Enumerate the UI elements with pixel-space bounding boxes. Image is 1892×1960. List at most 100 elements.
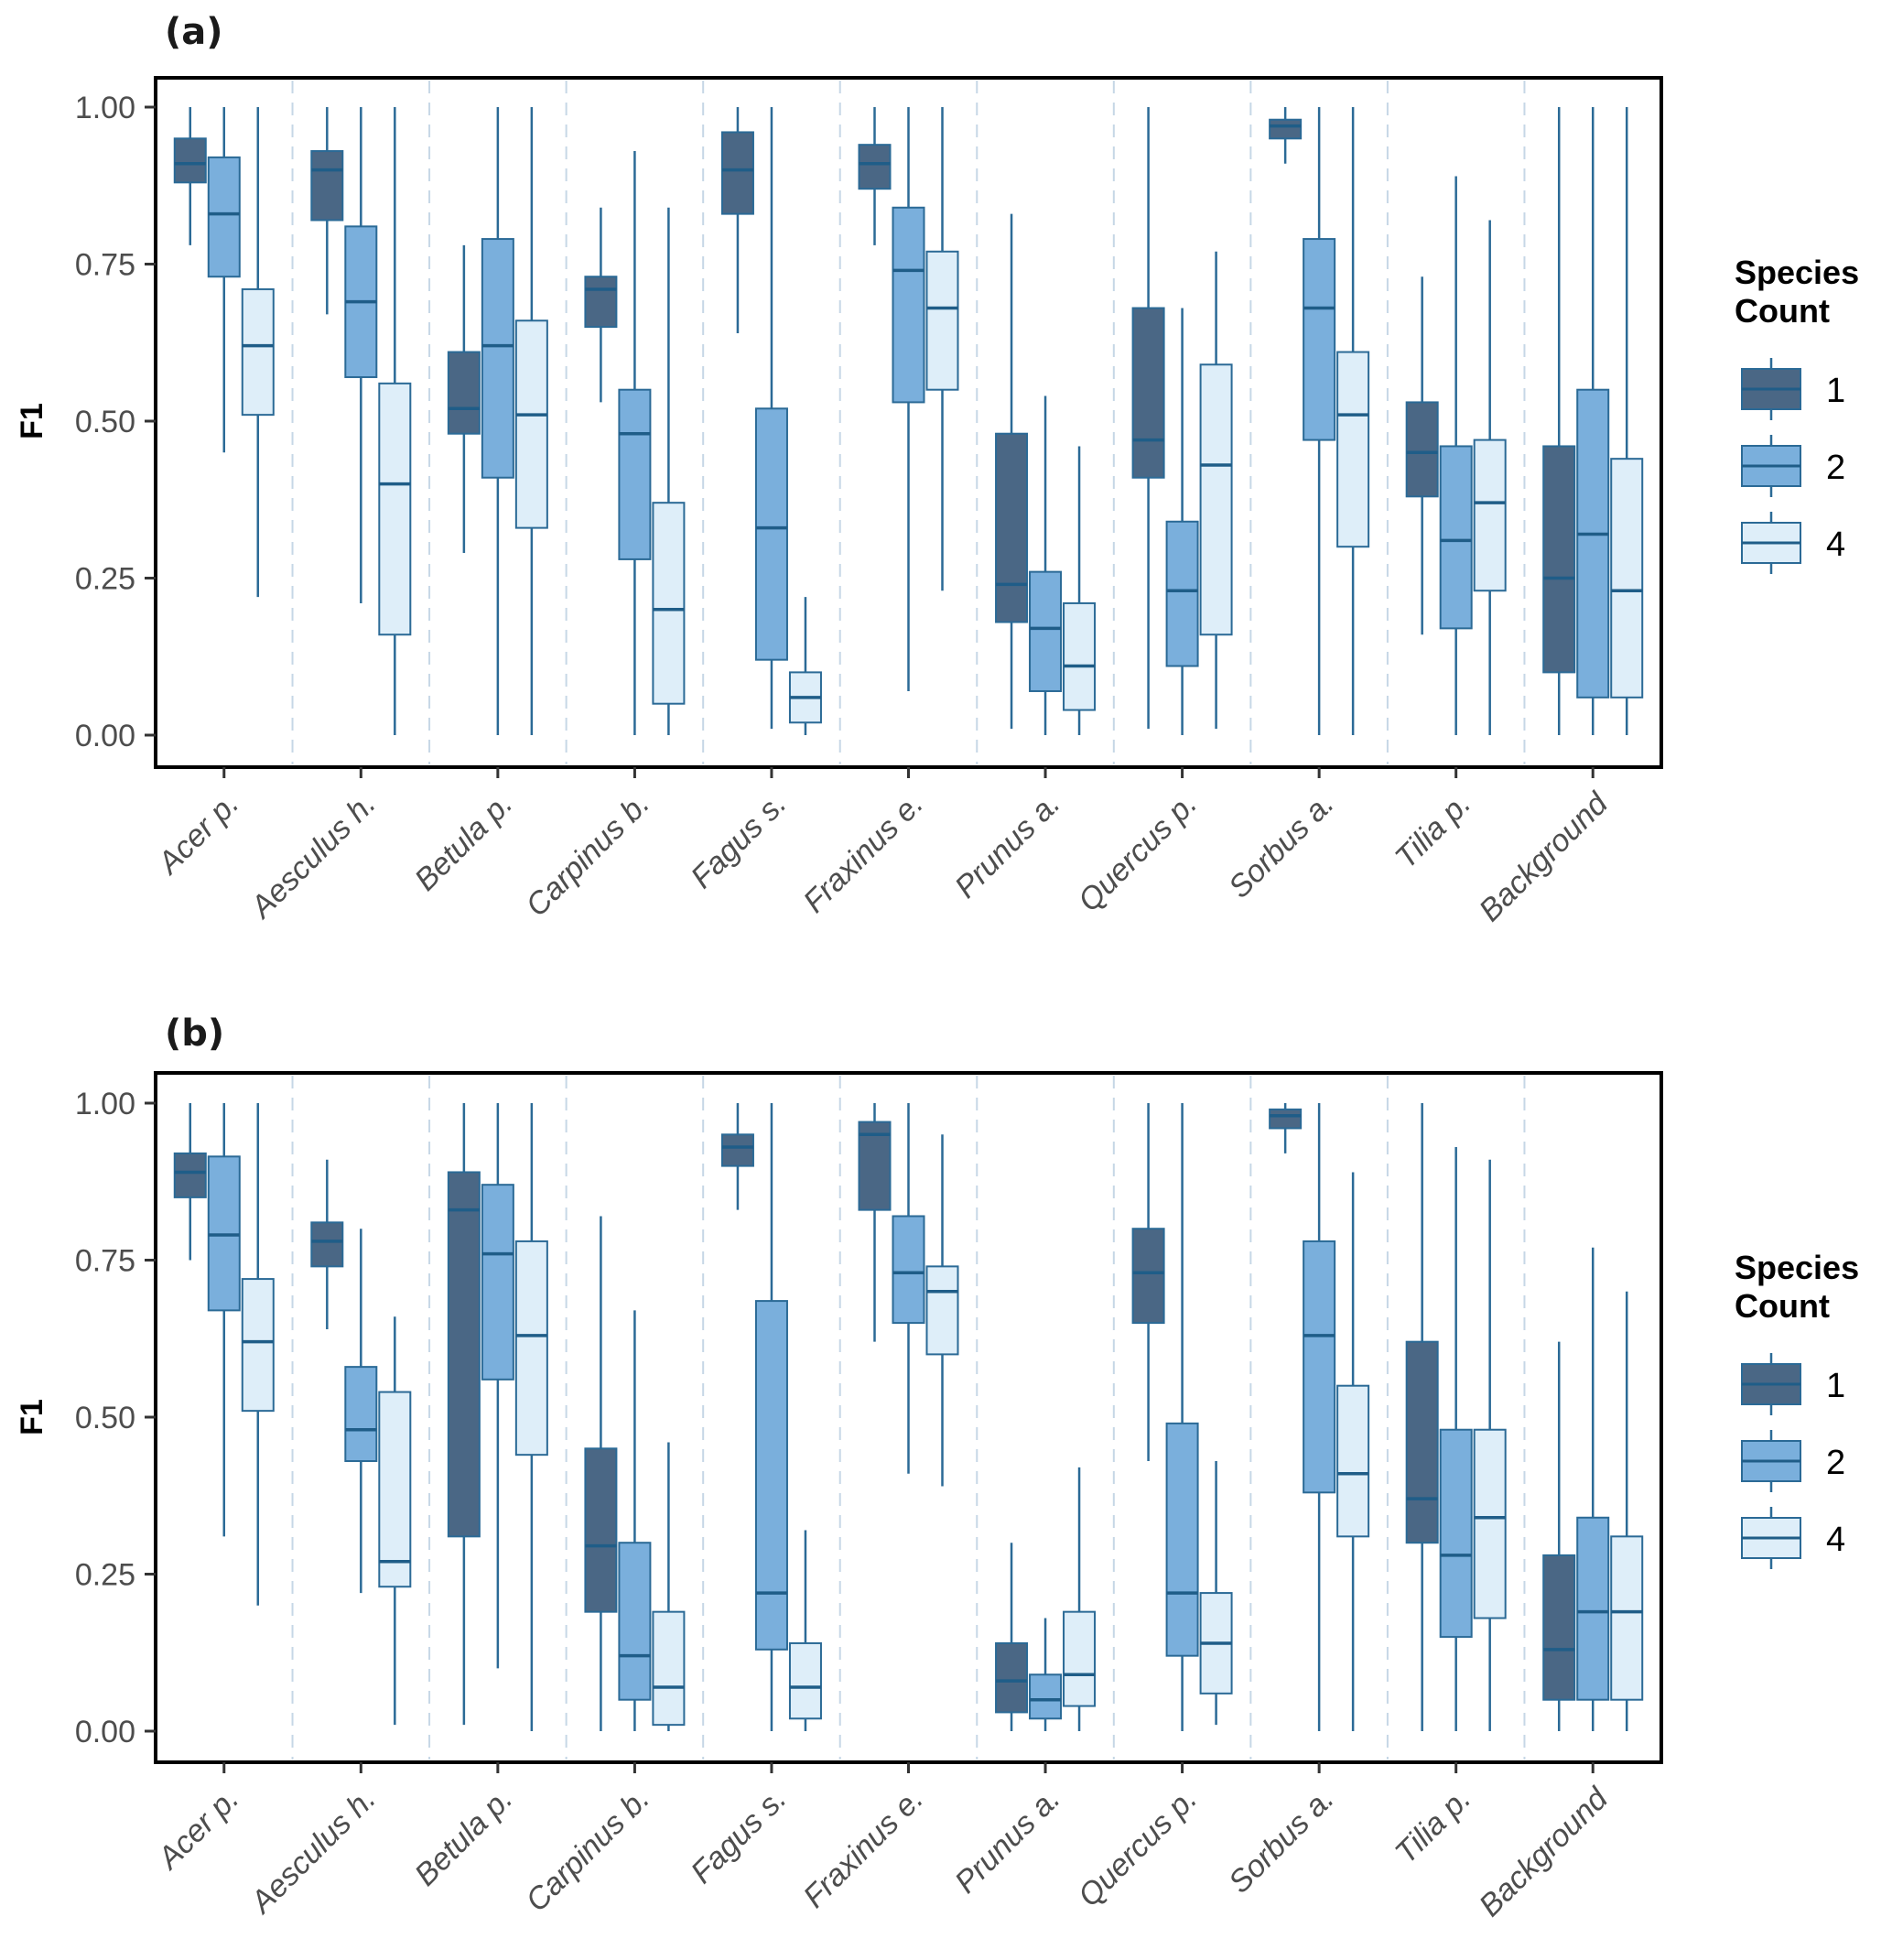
box-4-background	[1610, 1291, 1644, 1731]
y-axis-label: F1	[15, 403, 49, 439]
iqr-box	[207, 156, 241, 278]
iqr-box	[618, 388, 652, 560]
y-tick-label: 1.00	[75, 1087, 135, 1121]
x-tick-label: Aesculus h.	[243, 1781, 383, 1922]
iqr-box	[1303, 238, 1336, 441]
box-1-faguss	[720, 1103, 754, 1210]
box-2-sorbusa	[1303, 107, 1336, 735]
box-1-carpinusb	[584, 1216, 618, 1731]
box-2-betulap	[481, 107, 514, 735]
iqr-box	[858, 1121, 892, 1211]
box-2-fraxinuse	[892, 107, 925, 691]
legend-key-1: 1	[1741, 1353, 1845, 1415]
legend-label: 2	[1826, 1444, 1845, 1482]
x-tick-label: Tilia p.	[1389, 786, 1477, 875]
iqr-box	[173, 137, 207, 184]
iqr-box	[925, 1265, 959, 1356]
legend-label: 4	[1826, 525, 1845, 564]
x-tick-label: Fraxinus e.	[796, 1781, 930, 1915]
panel-label: (a)	[165, 11, 223, 53]
iqr-box	[618, 1542, 652, 1701]
box-1-aesculush	[310, 107, 344, 315]
iqr-box	[1269, 118, 1303, 140]
iqr-box	[1336, 1384, 1370, 1538]
iqr-box	[892, 206, 925, 404]
x-tick-label: Sorbus a.	[1222, 786, 1341, 905]
box-1-fraxinuse	[858, 107, 892, 245]
iqr-box	[1029, 1673, 1063, 1720]
box-2-betulap	[481, 1103, 514, 1669]
box-2-carpinusb	[618, 1310, 652, 1731]
legend-key-2: 2	[1741, 435, 1845, 497]
x-tick-label: Quercus p.	[1072, 786, 1204, 918]
box-1-quercusp	[1131, 107, 1165, 730]
y-tick-label: 0.00	[75, 719, 135, 753]
iqr-box	[1439, 1428, 1473, 1639]
iqr-box	[652, 1610, 686, 1727]
iqr-box	[447, 351, 481, 435]
y-tick-label: 0.75	[75, 1244, 135, 1279]
box-2-tiliap	[1439, 176, 1473, 735]
iqr-box	[995, 432, 1029, 623]
box-1-betulap	[447, 1103, 481, 1726]
box-4-carpinusb	[652, 1442, 686, 1731]
box-4-betulap	[514, 107, 548, 735]
box-1-background	[1542, 1341, 1576, 1731]
iqr-box	[481, 1184, 514, 1381]
x-tick-label: Prunus a.	[948, 1781, 1067, 1900]
box-1-sorbusa	[1269, 1103, 1303, 1153]
legend-label: 2	[1826, 449, 1845, 487]
iqr-box	[1576, 1516, 1610, 1701]
iqr-box	[925, 250, 959, 391]
x-tick-label: Carpinus b.	[519, 1781, 656, 1919]
x-tick-label: Fagus s.	[685, 786, 794, 895]
box-2-background	[1576, 107, 1610, 735]
box-4-carpinusb	[652, 207, 686, 735]
x-tick-label: Fraxinus e.	[796, 786, 930, 920]
x-tick-label: Prunus a.	[948, 786, 1067, 905]
iqr-box	[173, 1152, 207, 1198]
iqr-box	[1131, 1228, 1165, 1325]
iqr-box	[1165, 520, 1199, 667]
iqr-box	[241, 1278, 275, 1413]
x-tick-label: Sorbus a.	[1222, 1781, 1341, 1900]
box-2-faguss	[754, 1103, 788, 1731]
iqr-box	[1576, 388, 1610, 698]
iqr-box	[584, 1447, 618, 1613]
box-4-prunusa	[1063, 446, 1097, 735]
x-tick-label: Quercus p.	[1072, 1781, 1204, 1913]
iqr-box	[788, 1641, 822, 1720]
legend-key-4: 4	[1741, 512, 1845, 574]
box-4-betulap	[514, 1103, 548, 1731]
box-4-faguss	[788, 1530, 822, 1731]
iqr-box	[1131, 307, 1165, 479]
panel-a: (a) 0.00 0.25 0.50 0.75 1.00 F1 Acer p.Aesculus…	[15, 11, 1859, 928]
box-4-background	[1610, 107, 1644, 735]
iqr-box	[1610, 1535, 1644, 1701]
box-4-quercusp	[1199, 251, 1233, 730]
box-4-sorbusa	[1336, 107, 1370, 735]
iqr-box	[344, 1366, 378, 1463]
box-2-fraxinuse	[892, 1103, 925, 1474]
iqr-box	[720, 1133, 754, 1167]
y-tick-label: 0.75	[75, 248, 135, 283]
iqr-box	[892, 1215, 925, 1325]
legend-label: 1	[1826, 372, 1845, 410]
panel-b: (b) 0.00 0.25 0.50 0.75 1.00 F1 Acer p.Aesculus…	[15, 1012, 1859, 1923]
iqr-box	[481, 238, 514, 479]
x-tick-label: Aesculus h.	[243, 786, 383, 926]
iqr-box	[1405, 1340, 1439, 1544]
box-1-faguss	[720, 107, 754, 333]
box-2-acerp	[207, 1103, 241, 1537]
legend-key-2: 2	[1741, 1430, 1845, 1492]
x-tick-label: Acer p.	[150, 1781, 245, 1877]
x-tick-label: Carpinus b.	[519, 786, 656, 924]
box-2-background	[1576, 1247, 1610, 1731]
iqr-box	[754, 407, 788, 661]
iqr-box	[241, 287, 275, 417]
iqr-box	[1473, 1428, 1507, 1619]
iqr-box	[514, 1240, 548, 1456]
box-2-aesculush	[344, 1229, 378, 1594]
